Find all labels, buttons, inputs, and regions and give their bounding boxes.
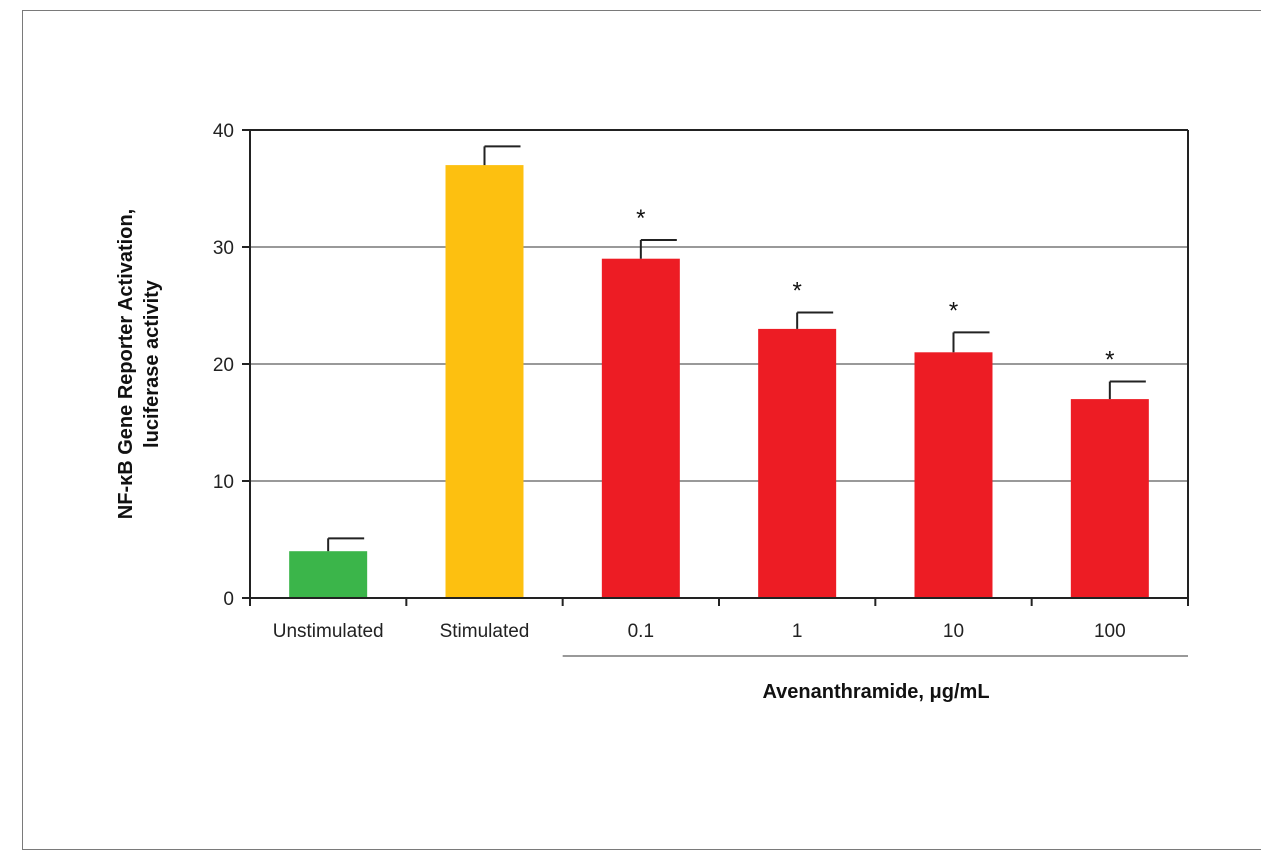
bar-chart: NF-κB Gene Reporter Activation, lucifera…: [115, 121, 1189, 703]
y-tick-label: 0: [223, 589, 234, 610]
x-tick-label: 1: [792, 621, 803, 642]
y-axis-title-line2: luciferase activity: [141, 279, 163, 448]
gridlines: [250, 129, 1188, 482]
bars: [289, 145, 1149, 598]
significance-marker: *: [949, 297, 958, 324]
y-tick-label: 20: [213, 355, 234, 376]
group-axis-title: Avenanthramide, μg/mL: [762, 681, 989, 703]
y-tick-label: 30: [213, 238, 234, 259]
bar-4: [914, 352, 993, 598]
significance-marker: *: [792, 278, 801, 305]
bar-2: [601, 258, 680, 598]
y-tick-label: 10: [213, 472, 234, 493]
x-tick-label: 10: [943, 621, 964, 642]
labels: NF-κB Gene Reporter Activation, lucifera…: [115, 121, 1126, 703]
bar-3: [758, 328, 837, 598]
x-tick-label: 0.1: [628, 621, 654, 642]
x-tick-label: 100: [1094, 621, 1126, 642]
x-tick-label: Unstimulated: [273, 621, 384, 642]
y-axis-title-line1: NF-κB Gene Reporter Activation,: [115, 209, 137, 519]
significance-marker: *: [1105, 347, 1114, 374]
bar-5: [1070, 399, 1149, 598]
bar-1: [445, 165, 524, 598]
x-tick-label: Stimulated: [440, 621, 530, 642]
significance-marker: *: [636, 205, 645, 232]
y-tick-label: 40: [213, 121, 234, 142]
axes: [242, 129, 1189, 657]
bar-0: [289, 551, 368, 598]
